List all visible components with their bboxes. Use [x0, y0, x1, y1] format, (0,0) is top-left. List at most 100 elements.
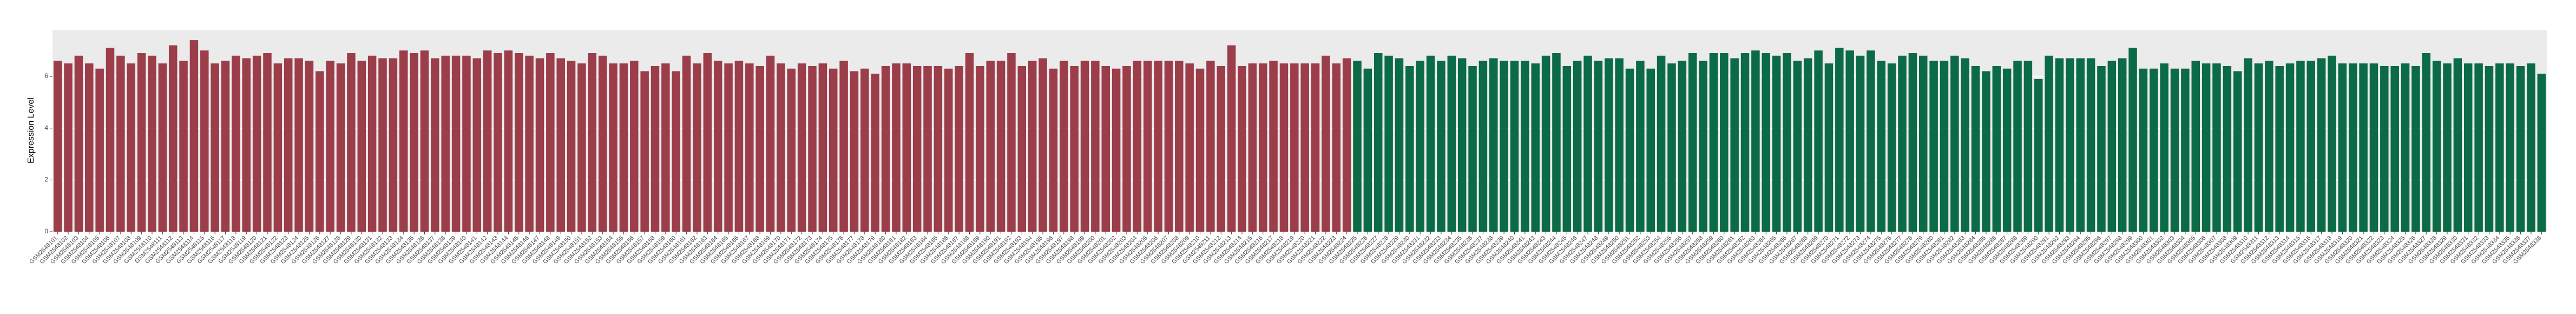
bar [598, 55, 607, 232]
bar [410, 53, 418, 232]
bar [420, 50, 429, 232]
bar [1772, 55, 1781, 232]
bar [2118, 58, 2127, 232]
bar [378, 58, 387, 232]
bar [797, 63, 806, 232]
bar [2474, 63, 2483, 232]
bar [2055, 58, 2064, 232]
bar [1028, 61, 1037, 232]
bar [1625, 68, 1634, 232]
bar [441, 55, 450, 232]
bar [2076, 58, 2085, 232]
bar [2516, 66, 2525, 232]
bar [1332, 63, 1341, 232]
bar [871, 74, 879, 232]
bar [965, 53, 974, 232]
bar [273, 63, 282, 232]
bar [986, 61, 995, 232]
bar [1112, 68, 1121, 232]
bar [106, 48, 115, 232]
bar [95, 68, 104, 232]
bar [1322, 55, 1330, 232]
bar [232, 55, 240, 232]
bar [1342, 58, 1351, 232]
bar [1793, 61, 1802, 232]
bar [1521, 61, 1529, 232]
bar [2369, 63, 2378, 232]
bar [1269, 61, 1278, 232]
bar [451, 55, 461, 232]
bar [745, 63, 754, 232]
bar [2432, 61, 2441, 232]
bar [1248, 63, 1257, 232]
bar [2233, 71, 2242, 232]
bar [1751, 50, 1760, 232]
bar [2285, 63, 2295, 232]
bar [934, 66, 943, 232]
bar [1898, 55, 1907, 232]
bar [1070, 66, 1079, 232]
bar [2254, 63, 2263, 232]
y-tick-label: 6 [44, 72, 48, 80]
bar [1206, 61, 1215, 232]
bar [2453, 58, 2462, 232]
bar [1720, 53, 1729, 232]
bar [556, 58, 565, 232]
bar [1856, 55, 1865, 232]
bar [2150, 68, 2158, 232]
bar [808, 66, 817, 232]
bar [734, 61, 744, 232]
bar [661, 63, 670, 232]
bar [1478, 61, 1488, 232]
bar [1971, 66, 1980, 232]
bar [1101, 66, 1110, 232]
bar [1552, 53, 1561, 232]
bar [1279, 63, 1289, 232]
bar [472, 58, 482, 232]
bar [976, 66, 984, 232]
bar [1489, 58, 1498, 232]
bar [2139, 68, 2148, 232]
bar [1437, 61, 1445, 232]
bar [2485, 66, 2494, 232]
bar [1814, 50, 1823, 232]
bar [2422, 53, 2431, 232]
bar [1457, 58, 1467, 232]
bar [1290, 63, 1299, 232]
bar [1992, 66, 2001, 232]
bar [1091, 61, 1100, 232]
bar [619, 63, 628, 232]
bar [2265, 61, 2273, 232]
bar [2411, 66, 2420, 232]
bar [2464, 63, 2473, 232]
bar [2328, 55, 2336, 232]
bar [1080, 61, 1089, 232]
y-tick-label: 0 [44, 227, 48, 235]
bar [494, 53, 502, 232]
bar [1636, 61, 1645, 232]
bar [672, 71, 680, 232]
bar [2107, 61, 2117, 232]
bar [1646, 68, 1655, 232]
bar [1678, 61, 1687, 232]
bar [1468, 66, 1477, 232]
bar [1175, 61, 1184, 232]
bar [1803, 58, 1812, 232]
bar [1133, 61, 1142, 232]
bar [242, 58, 251, 232]
bar [85, 63, 94, 232]
bar [1395, 58, 1404, 232]
bar [640, 71, 649, 232]
bar [1405, 66, 1414, 232]
bar [2181, 68, 2190, 232]
bar [2296, 61, 2305, 232]
bar [2045, 55, 2053, 232]
bar [1227, 45, 1236, 232]
bar [211, 63, 219, 232]
bar [1887, 63, 1896, 232]
bar [1185, 63, 1194, 232]
bar [818, 63, 827, 232]
bar [1657, 55, 1666, 232]
bar [1258, 63, 1267, 232]
